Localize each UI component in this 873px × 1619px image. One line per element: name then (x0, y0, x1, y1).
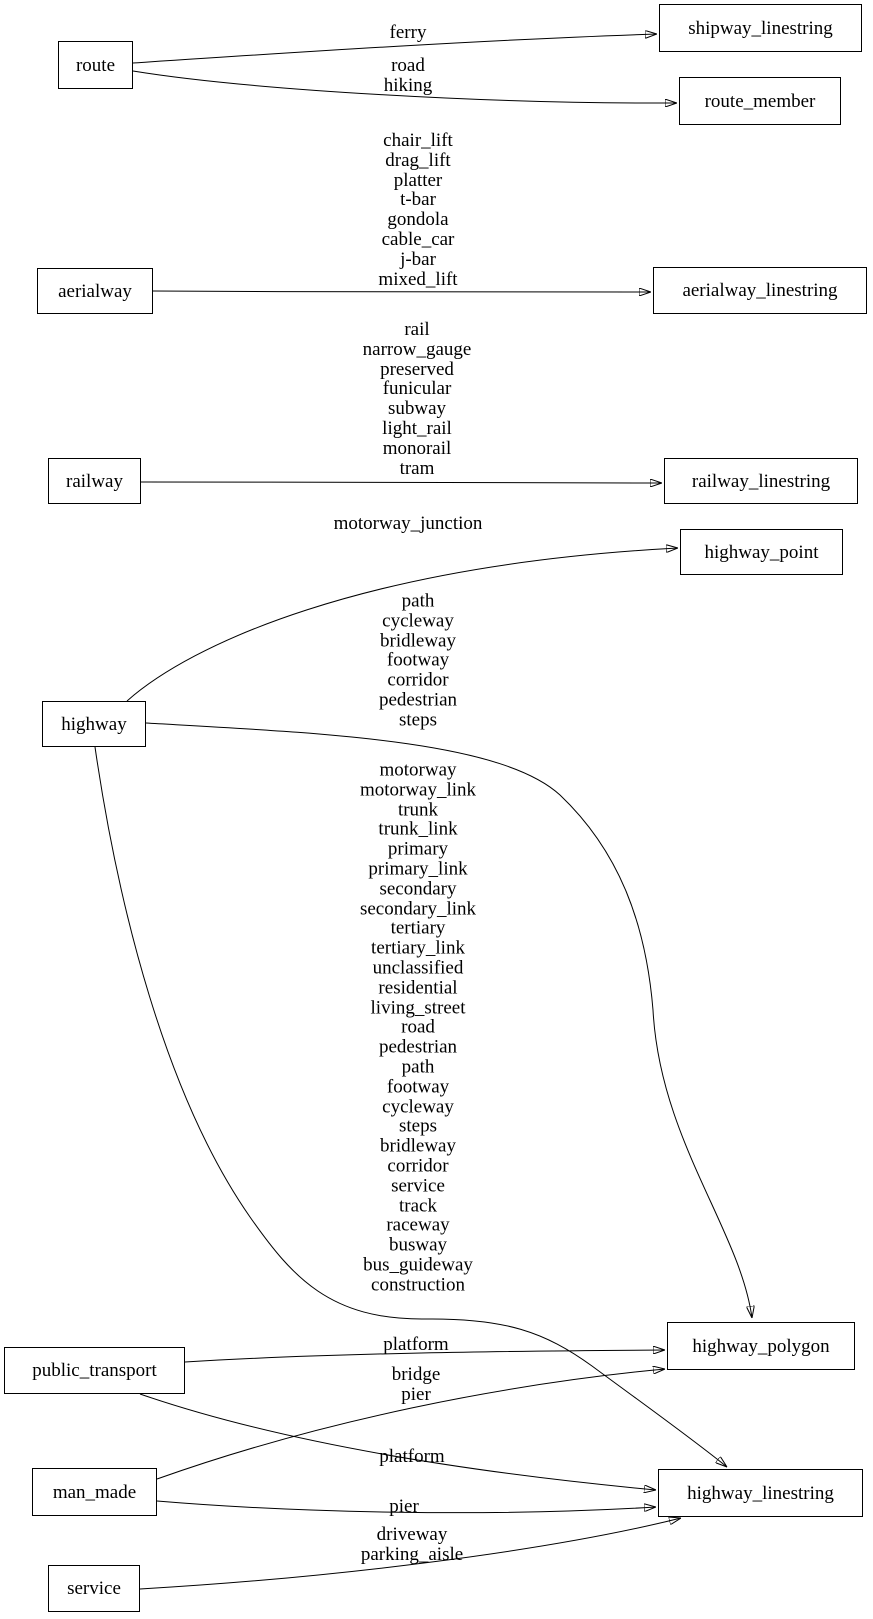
edge-label-route-route-member: road hiking (383, 55, 433, 96)
node-highway-linestring: highway_linestring (658, 1469, 863, 1517)
edge-label-man-made-polygon: bridge pier (391, 1364, 441, 1405)
node-shipway-linestring: shipway_linestring (659, 4, 862, 52)
edge-man-made-highway-linestring (156, 1500, 656, 1514)
node-railway: railway (48, 458, 141, 504)
node-route-member: route_member (679, 77, 841, 125)
node-service: service (48, 1565, 140, 1612)
edge-label-highway-point: motorway_junction (333, 513, 483, 535)
edge-label-highway-linestring: motorway motorway_link trunk trunk_link … (359, 759, 477, 1296)
edge-highway-highway-linestring (94, 746, 727, 1467)
edge-label-highway-polygon: path cycleway bridleway footway corridor… (378, 590, 458, 731)
node-man-made: man_made (32, 1468, 157, 1516)
edge-label-aerialway-linestring: chair_lift drag_lift platter t-bar gondo… (378, 129, 458, 290)
edge-highway-highway-point (126, 548, 678, 702)
node-highway-point: highway_point (680, 529, 843, 575)
node-highway: highway (42, 701, 146, 747)
edge-service-highway-linestring (139, 1518, 681, 1590)
edge-label-public-transport-polygon: platform (383, 1334, 449, 1356)
edge-label-railway-linestring: rail narrow_gauge preserved funicular su… (362, 318, 472, 479)
edge-label-route-shipway: ferry (389, 22, 427, 44)
edge-aerialway-aerialway-linestring (152, 291, 651, 292)
edge-public-transport-highway-linestring (139, 1393, 656, 1490)
node-route: route (58, 41, 133, 89)
node-public-transport: public_transport (4, 1347, 185, 1394)
node-aerialway-linestring: aerialway_linestring (653, 267, 867, 314)
edge-public-transport-highway-polygon (184, 1350, 665, 1363)
edge-label-public-transport-linestring: platform (379, 1446, 445, 1468)
node-railway-linestring: railway_linestring (664, 458, 858, 504)
edge-label-service-linestring: driveway parking_aisle (360, 1524, 464, 1565)
edge-route-route-member (132, 70, 677, 103)
edge-highway-highway-polygon (145, 722, 752, 1318)
edge-label-man-made-linestring: pier (389, 1496, 419, 1518)
node-highway-polygon: highway_polygon (667, 1322, 855, 1370)
edge-man-made-highway-polygon (156, 1369, 665, 1480)
edge-railway-railway-linestring (140, 482, 662, 483)
edge-route-shipway-linestring (132, 34, 657, 64)
node-aerialway: aerialway (37, 268, 153, 314)
